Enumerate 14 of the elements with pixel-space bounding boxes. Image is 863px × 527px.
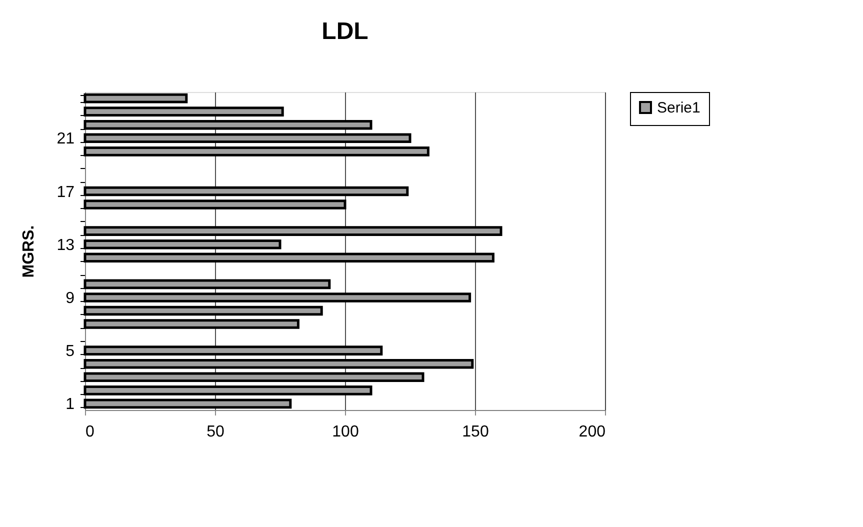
chart-title: LDL [322, 18, 368, 45]
y-tick-label: 5 [66, 343, 75, 360]
y-axis-title: MGRS. [20, 225, 38, 278]
x-tick-label: 150 [462, 424, 489, 440]
y-tick-label: 13 [56, 236, 75, 254]
y-tick-label: 9 [66, 290, 75, 307]
y-tick-label: 1 [66, 396, 75, 414]
y-tick-label: 21 [56, 130, 75, 148]
legend-label: Serie1 [657, 100, 700, 116]
x-tick-label: 50 [206, 424, 224, 440]
x-tick-label: 100 [332, 424, 359, 440]
x-tick-label: 0 [86, 424, 94, 440]
y-tick-label: 17 [56, 184, 75, 201]
x-tick-label: 200 [578, 424, 606, 440]
